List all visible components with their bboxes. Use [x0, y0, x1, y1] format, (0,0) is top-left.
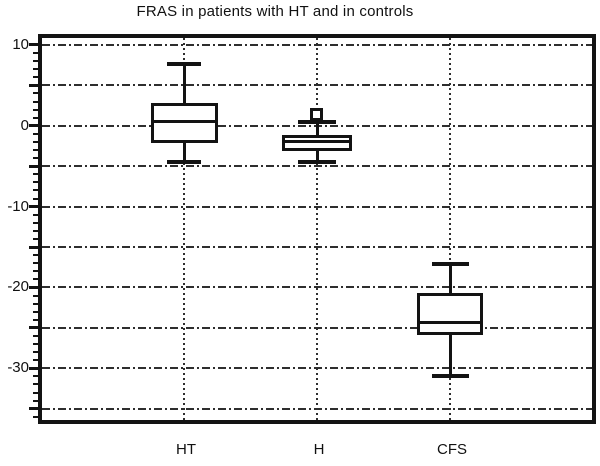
y-minor-tick — [33, 116, 42, 119]
whisker-stem-top-cfs — [448, 264, 452, 294]
box-cfs — [417, 293, 483, 336]
y-minor-tick — [33, 375, 42, 378]
y-minor-tick — [33, 221, 42, 224]
y-minor-tick — [33, 262, 42, 265]
category-label-cfs: CFS — [437, 441, 467, 458]
y-minor-tick — [33, 294, 42, 297]
median-line-ht — [150, 120, 218, 124]
y-minor-tick — [33, 181, 42, 184]
y-minor-tick — [33, 108, 42, 111]
category-label-h: H — [313, 441, 325, 458]
y-tick-label: 0 — [20, 116, 29, 134]
y-minor-tick — [33, 197, 42, 200]
v-gridline — [449, 38, 451, 420]
y-tick-label: -30 — [7, 359, 29, 377]
y-minor-tick — [33, 173, 42, 176]
whisker-stem-top-ht — [182, 64, 186, 104]
y-minor-tick — [33, 415, 42, 418]
y-minor-tick — [33, 391, 42, 394]
y-minor-tick — [33, 334, 42, 337]
whisker-cap-low-cfs — [431, 374, 469, 379]
y-minor-tick — [33, 254, 42, 257]
y-minor-tick — [33, 302, 42, 305]
y-major-tick — [29, 205, 42, 209]
outlier-marker-h — [310, 107, 323, 121]
y-tick-label: -10 — [7, 197, 29, 215]
y-minor-tick — [33, 60, 42, 63]
y-major-tick — [29, 326, 42, 330]
median-line-cfs — [417, 320, 483, 324]
y-minor-tick — [33, 237, 42, 240]
y-major-tick — [29, 285, 42, 289]
y-minor-tick — [33, 383, 42, 386]
y-minor-tick — [33, 229, 42, 232]
whisker-stem-top-h — [315, 121, 319, 135]
y-minor-tick — [33, 132, 42, 135]
whisker-cap-low-h — [298, 160, 336, 165]
y-major-tick — [29, 245, 42, 249]
y-minor-tick — [33, 100, 42, 103]
y-tick-label: -20 — [7, 278, 29, 296]
whisker-cap-high-ht — [167, 62, 201, 67]
whisker-stem-bottom-ht — [182, 142, 186, 163]
y-minor-tick — [33, 270, 42, 273]
median-line-h — [282, 140, 352, 144]
whisker-cap-low-ht — [167, 160, 201, 165]
y-major-tick — [29, 164, 42, 168]
y-minor-tick — [33, 76, 42, 79]
y-minor-tick — [33, 213, 42, 216]
y-minor-tick — [33, 310, 42, 313]
y-major-tick — [29, 83, 42, 87]
whisker-cap-high-cfs — [431, 262, 469, 266]
y-minor-tick — [33, 68, 42, 71]
y-minor-tick — [33, 189, 42, 192]
whisker-stem-bottom-cfs — [448, 335, 452, 377]
y-tick-label: 10 — [12, 35, 29, 53]
y-major-tick — [29, 366, 42, 370]
y-major-tick — [29, 124, 42, 128]
y-minor-tick — [33, 52, 42, 55]
y-major-tick — [29, 407, 42, 411]
whisker-stem-bottom-h — [315, 150, 319, 163]
y-minor-tick — [33, 359, 42, 362]
category-label-ht: HT — [176, 441, 196, 458]
y-minor-tick — [33, 399, 42, 402]
y-minor-tick — [33, 343, 42, 345]
y-minor-tick — [33, 318, 42, 321]
y-minor-tick — [33, 351, 42, 354]
y-minor-tick — [33, 157, 42, 160]
v-gridline — [183, 38, 185, 420]
y-minor-tick — [33, 140, 42, 143]
y-major-tick — [29, 43, 42, 47]
chart-title: FRAS in patients with HT and in controls — [136, 3, 414, 20]
v-gridline — [316, 38, 318, 420]
y-minor-tick — [33, 278, 42, 281]
y-minor-tick — [33, 149, 42, 152]
whisker-cap-high-h — [298, 119, 336, 124]
y-minor-tick — [33, 92, 42, 95]
